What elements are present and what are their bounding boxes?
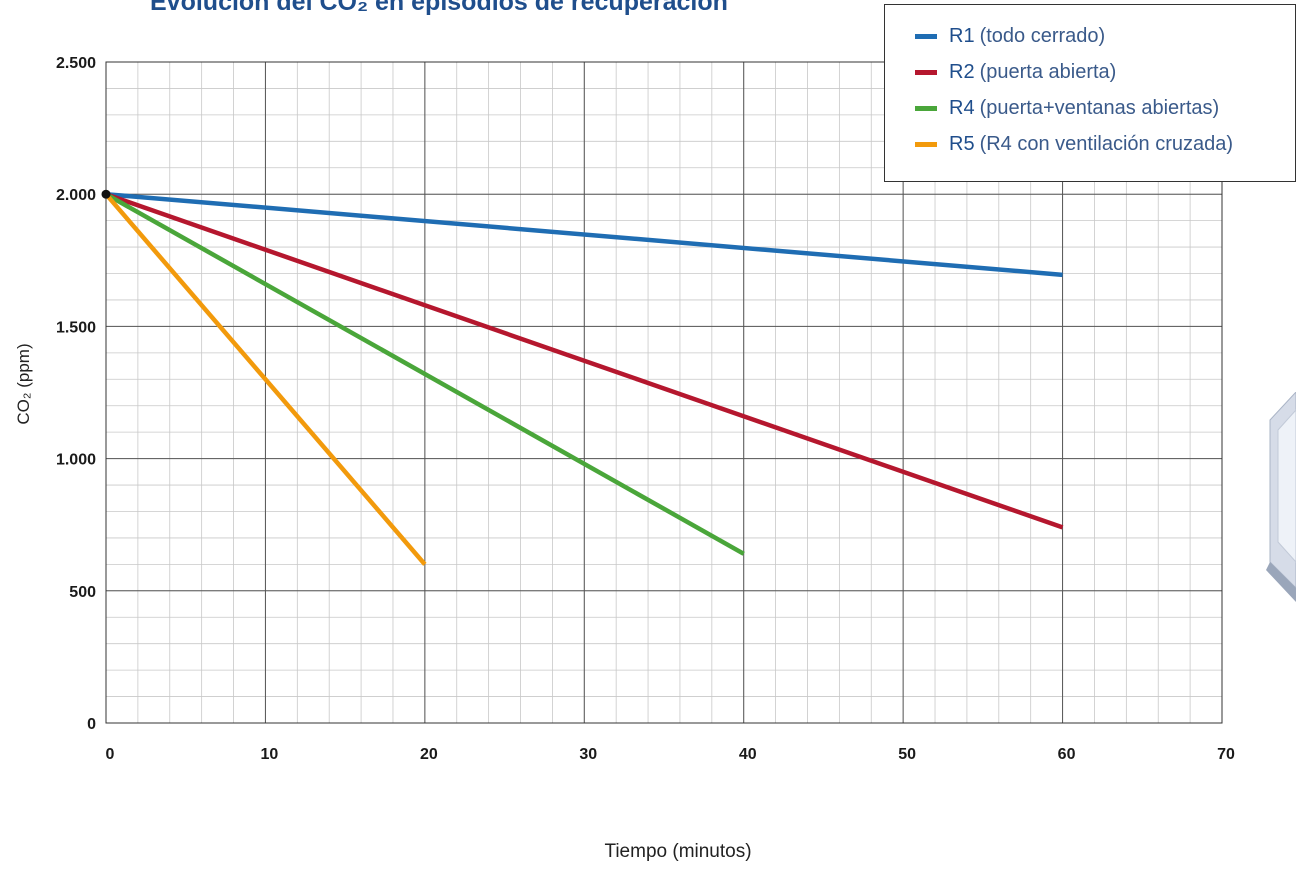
series-line-r5 — [104, 192, 427, 566]
legend-swatch-r5 — [915, 141, 937, 147]
legend-item-r1: R1 (todo cerrado) — [915, 22, 1105, 50]
x-tick-label: 0 — [106, 746, 115, 763]
y-tick-label: 0 — [87, 716, 96, 733]
legend-item-r5: R5 (R4 con ventilación cruzada) — [915, 130, 1233, 158]
plot-frame — [105, 61, 1223, 724]
series-layer — [101, 189, 1064, 566]
legend: R1 (todo cerrado) R2 (puerta abierta) R4… — [884, 4, 1296, 182]
legend-code-r5: R5 — [949, 132, 975, 155]
legend-desc-r5: (R4 con ventilación cruzada) — [979, 132, 1234, 155]
start-point-marker — [101, 189, 111, 199]
x-tick-label: 20 — [420, 746, 438, 763]
y-tick-label: 2.000 — [56, 187, 96, 204]
series-line-r1 — [105, 191, 1063, 278]
x-tick-label: 60 — [1058, 746, 1076, 763]
laptop-illustration-icon — [1266, 392, 1296, 602]
legend-swatch-r2 — [915, 69, 937, 75]
legend-code-r1: R1 — [949, 24, 975, 47]
series-line-r2 — [105, 192, 1064, 530]
chart-title: Evolución del CO₂ en episodios de recupe… — [150, 0, 728, 16]
legend-desc-r4: (puerta+ventanas abiertas) — [979, 96, 1220, 119]
y-tick-label: 1.000 — [56, 452, 96, 469]
legend-item-r4: R4 (puerta+ventanas abiertas) — [915, 94, 1219, 122]
y-tick-label: 500 — [69, 584, 96, 601]
legend-swatch-r1 — [915, 33, 937, 39]
legend-code-r2: R2 — [949, 60, 975, 83]
x-tick-labels: 0 10 20 30 40 50 60 70 — [106, 746, 1235, 763]
legend-code-r4: R4 — [949, 96, 975, 119]
y-axis-label: CO₂ (ppm) — [14, 343, 33, 425]
legend-item-r2: R2 (puerta abierta) — [915, 58, 1116, 86]
legend-swatch-r4 — [915, 105, 937, 111]
legend-desc-r2: (puerta abierta) — [979, 60, 1117, 83]
series-line-r4 — [104, 192, 745, 556]
x-tick-label: 30 — [579, 746, 597, 763]
x-tick-label: 40 — [739, 746, 757, 763]
x-tick-label: 70 — [1217, 746, 1235, 763]
x-axis-label: Tiempo (minutos) — [604, 841, 752, 862]
y-tick-label: 2.500 — [56, 55, 96, 72]
legend-desc-r1: (todo cerrado) — [979, 24, 1106, 47]
x-tick-label: 50 — [898, 746, 916, 763]
y-tick-labels: 0 500 1.000 1.500 2.000 2.500 — [56, 55, 96, 733]
x-tick-label: 10 — [261, 746, 279, 763]
y-tick-label: 1.500 — [56, 319, 96, 336]
